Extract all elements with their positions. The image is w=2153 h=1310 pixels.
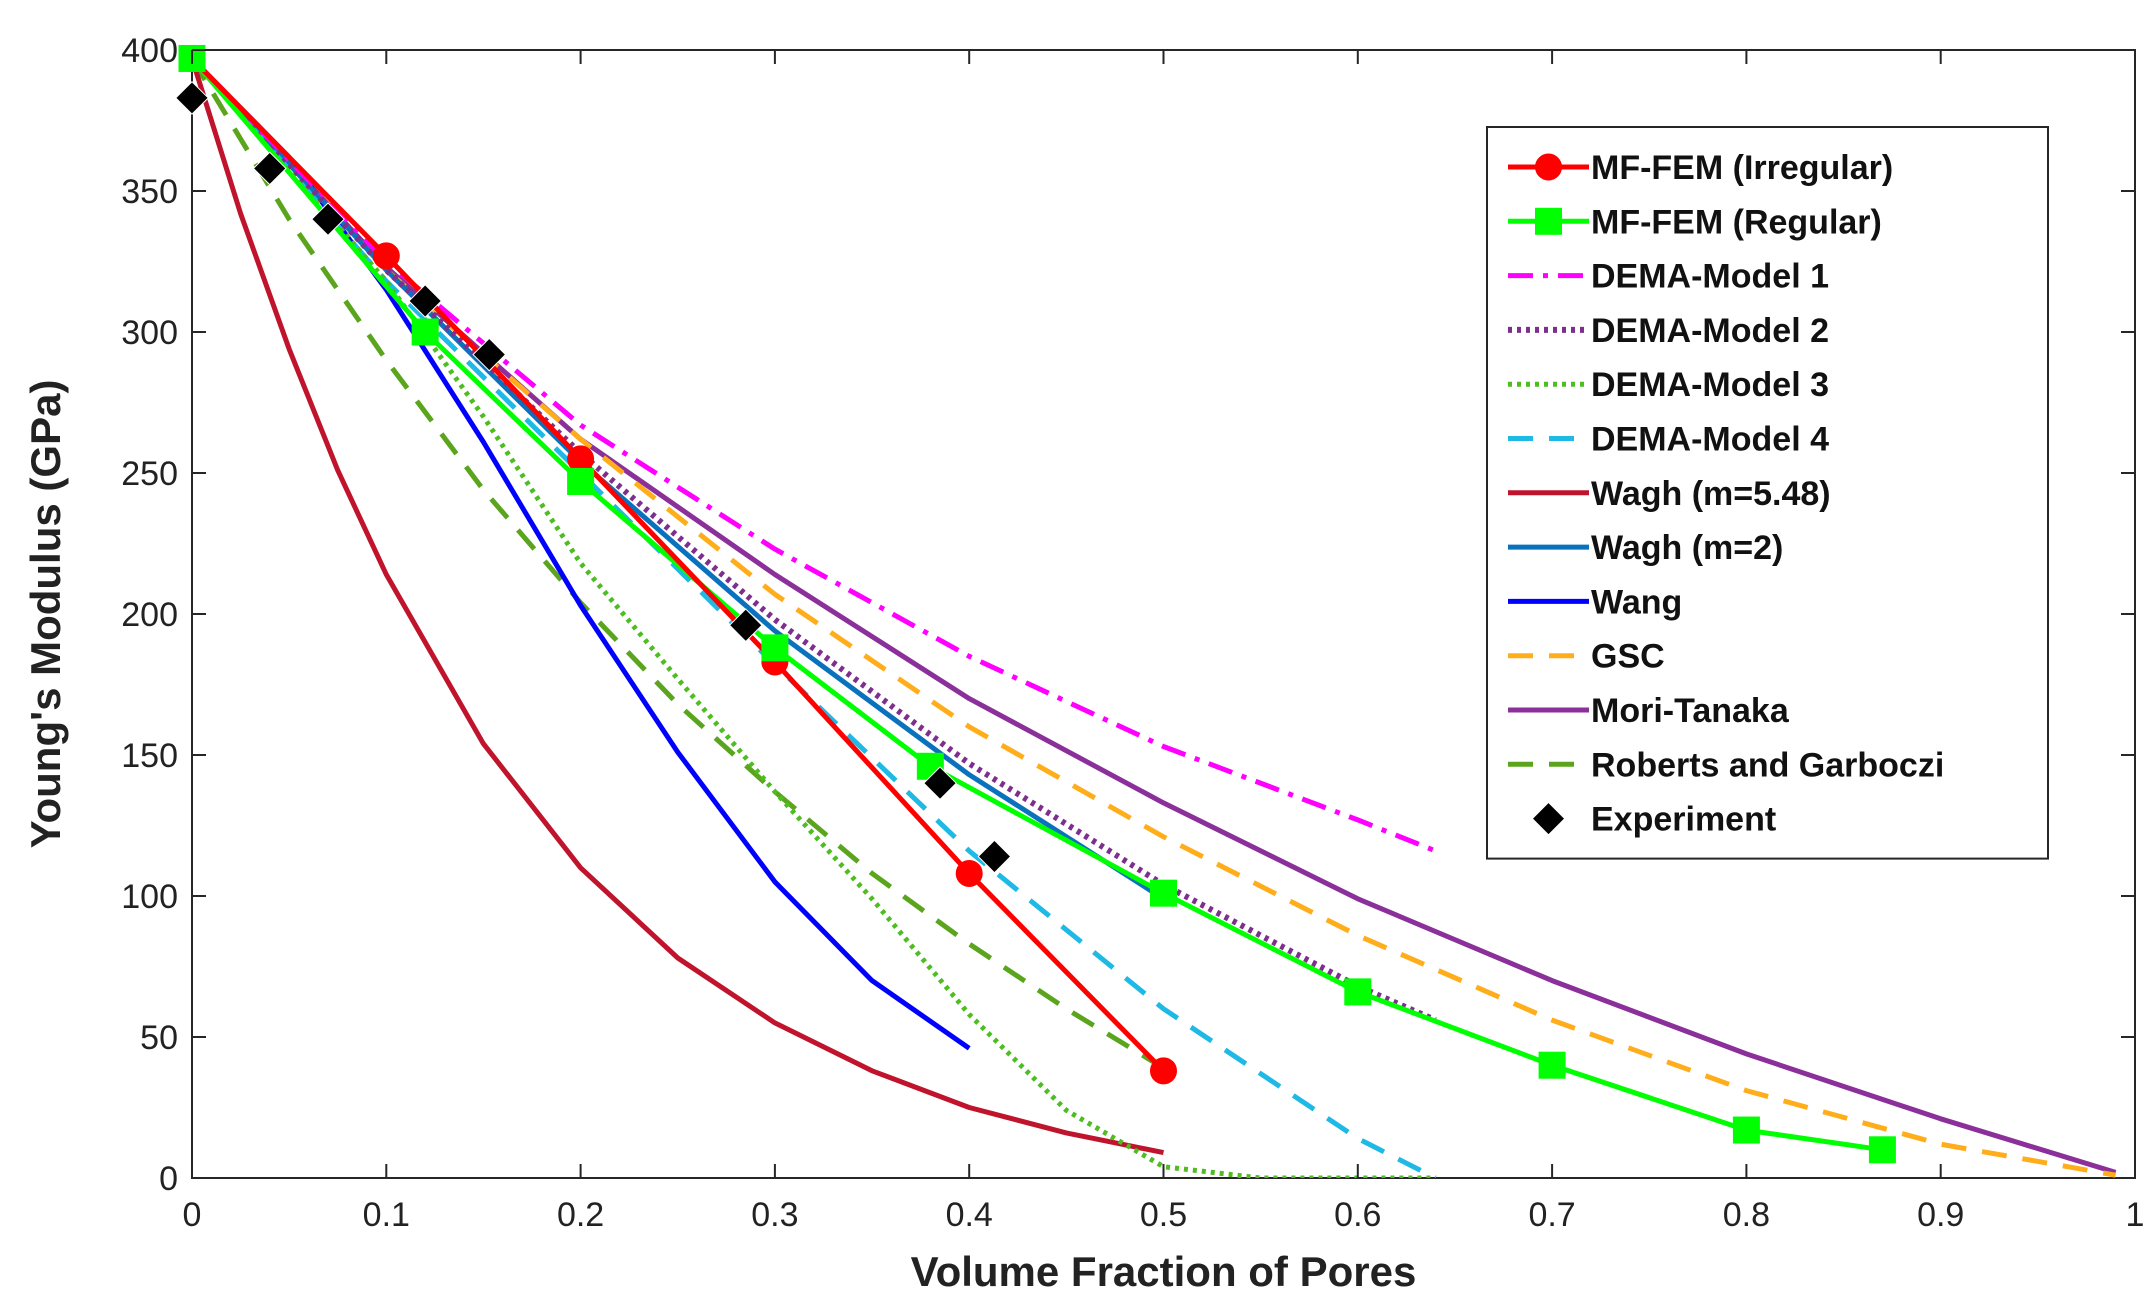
y-tick-label: 300 <box>121 314 178 352</box>
x-tick-label: 0.3 <box>751 1196 798 1234</box>
y-tick-label: 100 <box>121 878 178 916</box>
legend-label: DEMA-Model 2 <box>1591 312 1829 350</box>
legend-item-dema-model-1: DEMA-Model 1 <box>1508 258 1829 296</box>
data-point-mf-fem-regular <box>1868 1136 1896 1164</box>
series-line-wagh-m-5-48 <box>192 57 1164 1156</box>
y-tick-label: 350 <box>121 173 178 211</box>
x-tick-label: 0.8 <box>1723 1196 1770 1234</box>
legend-label: MF-FEM (Irregular) <box>1591 149 1893 187</box>
data-point-experiment <box>923 766 957 801</box>
x-tick-label: 0.1 <box>363 1196 410 1234</box>
series-line-roberts-and-garboczi <box>192 57 1165 1071</box>
y-tick-label: 0 <box>159 1160 178 1198</box>
legend-item-dema-model-2: DEMA-Model 2 <box>1508 312 1829 350</box>
series-layer <box>192 56 2117 1178</box>
series-line-mf-fem-irregular <box>192 56 1166 1073</box>
legend-item-experiment: Experiment <box>1531 801 1776 839</box>
y-axis-title: Young's Modulus (GPa) <box>22 380 69 849</box>
legend-marker <box>1535 207 1562 235</box>
legend: MF-FEM (Irregular) MF-FEM (Regular) DEMA-M… <box>1486 126 2049 860</box>
data-point-experiment <box>728 608 763 643</box>
data-point-mf-fem-regular <box>411 318 439 346</box>
y-tick-label: 150 <box>121 737 178 775</box>
legend-label: DEMA-Model 3 <box>1591 366 1829 404</box>
y-tick-label: 200 <box>121 596 178 634</box>
legend-item-mf-fem-irregular: MF-FEM (Irregular) <box>1508 149 1893 187</box>
data-point-mf-fem-irregular <box>1150 1057 1177 1085</box>
data-point-mf-fem-regular <box>567 467 595 495</box>
legend-label: DEMA-Model 4 <box>1591 421 1829 459</box>
x-tick-label: 0.5 <box>1140 1196 1187 1234</box>
data-point-mf-fem-regular <box>761 634 789 662</box>
legend-label: Wagh (m=2) <box>1591 529 1783 567</box>
legend-item-gsc: GSC <box>1508 638 1665 676</box>
legend-label: GSC <box>1591 638 1665 676</box>
legend-label: MF-FEM (Regular) <box>1591 203 1882 241</box>
series-line-mf-fem-regular <box>192 56 1883 1153</box>
legend-item-dema-model-3: DEMA-Model 3 <box>1508 366 1829 404</box>
x-tick-label: 0.9 <box>1917 1196 1964 1234</box>
legend-label: Experiment <box>1591 801 1776 839</box>
data-point-experiment <box>175 81 209 115</box>
y-tick-label: 250 <box>121 455 178 493</box>
legend-item-roberts-and-garboczi: Roberts and Garboczi <box>1508 746 1944 784</box>
x-tick-label: 0.7 <box>1528 1196 1575 1234</box>
data-point-mf-fem-regular <box>1538 1051 1566 1079</box>
data-point-experiment <box>311 202 345 237</box>
x-tick-label: 0 <box>183 1196 202 1234</box>
series-line-gsc <box>192 56 2117 1178</box>
legend-label: Wang <box>1591 583 1682 621</box>
x-tick-label: 1 <box>2126 1196 2145 1234</box>
y-tick-label: 50 <box>140 1019 178 1057</box>
y-tick-label: 400 <box>121 32 178 70</box>
legend-item-mori-tanaka: Mori-Tanaka <box>1508 692 1790 730</box>
x-tick-label: 0.2 <box>557 1196 604 1234</box>
data-point-mf-fem-irregular <box>955 859 983 887</box>
data-point-experiment <box>977 839 1012 874</box>
legend-item-mf-fem-regular: MF-FEM (Regular) <box>1508 203 1882 241</box>
axis-layer: 0 0.1 0.2 0.3 0.4 0.5 0.6 0.7 0.8 0.9 1 0 50 100 150 20… <box>121 32 2144 1234</box>
data-point-experiment <box>252 151 287 186</box>
series-line-dema-model-2 <box>192 56 1437 1023</box>
data-point-experiment <box>472 337 507 372</box>
legend-item-wagh-m-2: Wagh (m=2) <box>1508 529 1783 567</box>
legend-label: Mori-Tanaka <box>1591 692 1790 730</box>
x-tick-label: 0.6 <box>1334 1196 1381 1234</box>
legend-item-dema-model-4: DEMA-Model 4 <box>1508 421 1829 459</box>
data-point-mf-fem-regular <box>1344 978 1372 1006</box>
legend-label: Roberts and Garboczi <box>1591 746 1944 784</box>
legend-item-wagh-m-5-48: Wagh (m=5.48) <box>1508 475 1831 513</box>
x-tick-label: 0.4 <box>946 1196 993 1234</box>
series-line-wagh-m-2 <box>192 56 1165 901</box>
legend-label: Wagh (m=5.48) <box>1591 475 1831 513</box>
data-point-mf-fem-regular <box>1732 1116 1760 1144</box>
data-point-mf-fem-regular <box>1150 879 1177 907</box>
legend-label: DEMA-Model 1 <box>1591 258 1829 296</box>
data-point-mf-fem-irregular <box>372 242 400 270</box>
data-point-experiment <box>408 284 443 318</box>
legend-item-wang: Wang <box>1508 583 1682 621</box>
legend-marker <box>1535 153 1562 181</box>
series-line-dema-model-4 <box>192 56 1437 1178</box>
legend-marker <box>1531 801 1566 836</box>
series-line-dema-model-3 <box>192 56 1436 1178</box>
x-axis-title: Volume Fraction of Pores <box>911 1248 1417 1295</box>
